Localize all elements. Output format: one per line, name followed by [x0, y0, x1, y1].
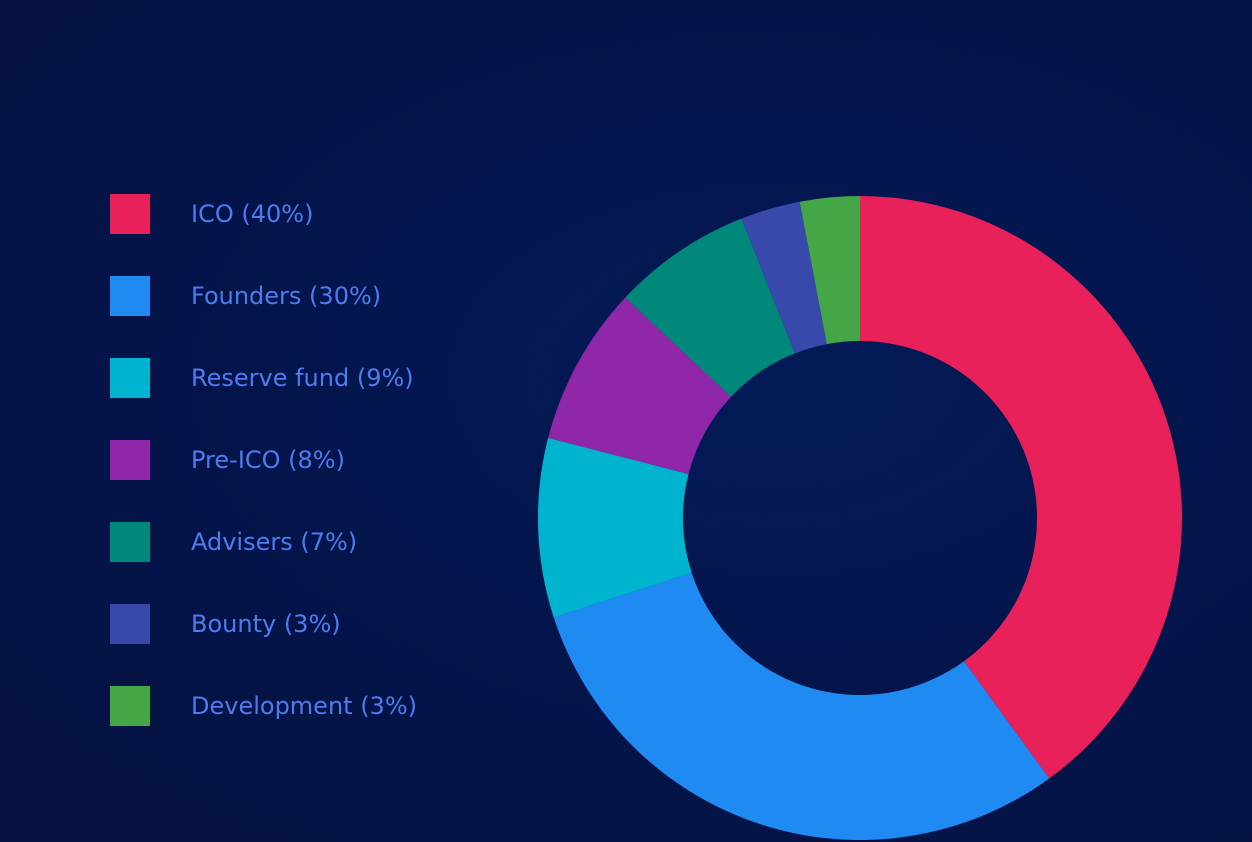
- slice-pre-ico: [548, 297, 731, 474]
- legend-item-founders: Founders (30%): [110, 276, 417, 316]
- legend-swatch-bounty: [110, 604, 150, 644]
- legend-label-bounty: Bounty (3%): [191, 610, 341, 638]
- legend-label-ico: ICO (40%): [191, 200, 314, 228]
- legend-item-development: Development (3%): [110, 686, 417, 726]
- legend-label-reserve-fund: Reserve fund (9%): [191, 364, 414, 392]
- legend-item-reserve-fund: Reserve fund (9%): [110, 358, 417, 398]
- legend-item-advisers: Advisers (7%): [110, 522, 417, 562]
- legend-swatch-ico: [110, 194, 150, 234]
- legend-label-development: Development (3%): [191, 692, 417, 720]
- slice-bounty: [741, 201, 827, 354]
- legend-swatch-founders: [110, 276, 150, 316]
- slice-advisers: [625, 218, 795, 397]
- legend-item-pre-ico: Pre-ICO (8%): [110, 440, 417, 480]
- slice-development: [799, 196, 860, 345]
- legend-swatch-advisers: [110, 522, 150, 562]
- slice-reserve-fund: [538, 437, 692, 618]
- donut-slices: [538, 196, 1182, 841]
- legend-label-pre-ico: Pre-ICO (8%): [191, 446, 345, 474]
- legend-swatch-development: [110, 686, 150, 726]
- legend-label-founders: Founders (30%): [191, 282, 382, 310]
- legend-swatch-reserve-fund: [110, 358, 150, 398]
- legend-swatch-pre-ico: [110, 440, 150, 480]
- slice-ico: [860, 196, 1182, 779]
- legend-label-advisers: Advisers (7%): [191, 528, 358, 556]
- legend-item-ico: ICO (40%): [110, 194, 417, 234]
- chart-legend: ICO (40%) Founders (30%) Reserve fund (9…: [110, 194, 417, 768]
- legend-item-bounty: Bounty (3%): [110, 604, 417, 644]
- slice-founders: [553, 572, 1050, 841]
